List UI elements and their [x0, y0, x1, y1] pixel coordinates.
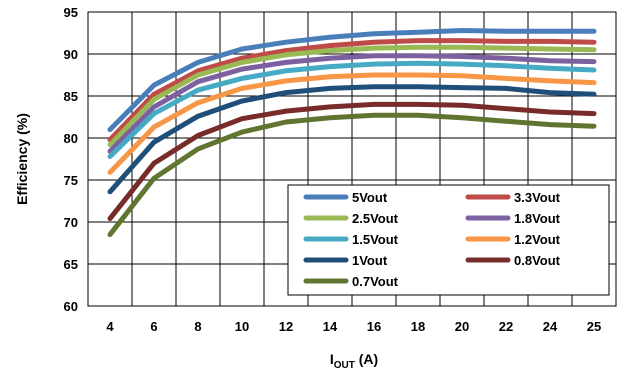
plot-frame [87, 11, 617, 307]
series-lines [107, 28, 597, 238]
y-tick-label: 90 [64, 47, 78, 62]
series-line-0-7vout [107, 112, 597, 238]
y-tick-label: 70 [64, 215, 78, 230]
y-tick-label: 75 [64, 173, 78, 188]
series-line-1vout [107, 84, 597, 195]
y-tick-label: 95 [64, 5, 78, 20]
x-tick-label: 22 [499, 319, 513, 334]
legend-label: 1Vout [352, 253, 388, 268]
legend: 5Vout 3.3Vout 2.5Vout 1.8Vout 1.5Vout 1.2Vout… [287, 184, 610, 296]
x-tick-label: 25 [587, 319, 601, 334]
x-tick-label: 4 [106, 319, 114, 334]
y-tick-labels: 60 65 70 75 80 85 90 95 [64, 5, 78, 314]
x-tick-label: 24 [543, 319, 558, 334]
legend-label: 5Vout [352, 190, 388, 205]
legend-label: 1.2Vout [514, 232, 561, 247]
legend-label: 0.8Vout [514, 253, 561, 268]
series-line-1-8vout [107, 53, 597, 154]
x-tick-label: 8 [194, 319, 201, 334]
y-tick-label: 60 [64, 299, 78, 314]
y-tick-label: 80 [64, 131, 78, 146]
x-axis-title: IOUT (A) [330, 351, 378, 371]
x-tick-label: 14 [323, 319, 338, 334]
y-axis-title: Efficiency (%) [14, 113, 30, 205]
legend-label: 3.3Vout [514, 190, 561, 205]
x-axis-title-sub: OUT [334, 360, 355, 371]
series-line-3-3vout [107, 38, 597, 143]
x-axis-title-unit: (A) [355, 351, 378, 367]
x-tick-label: 6 [150, 319, 157, 334]
legend-label: 1.8Vout [514, 211, 561, 226]
x-tick-labels: 4 6 8 10 12 14 16 18 20 22 24 25 [106, 319, 601, 334]
y-tick-label: 65 [64, 257, 78, 272]
series-line-2-5vout [107, 44, 597, 148]
series-line-1-5vout [107, 60, 597, 159]
x-tick-label: 20 [455, 319, 469, 334]
x-tick-label: 18 [411, 319, 425, 334]
x-tick-label: 16 [367, 319, 381, 334]
x-axis-title-main: I [330, 351, 334, 367]
x-tick-label: 10 [235, 319, 249, 334]
x-tick-label: 12 [279, 319, 293, 334]
series-line-0-8vout [107, 101, 597, 222]
series-line-1-2vout [107, 72, 597, 175]
legend-label: 2.5Vout [352, 211, 399, 226]
legend-label: 1.5Vout [352, 232, 399, 247]
y-tick-label: 85 [64, 89, 78, 104]
legend-label: 0.7Vout [352, 274, 399, 289]
series-line-5vout [107, 28, 597, 133]
